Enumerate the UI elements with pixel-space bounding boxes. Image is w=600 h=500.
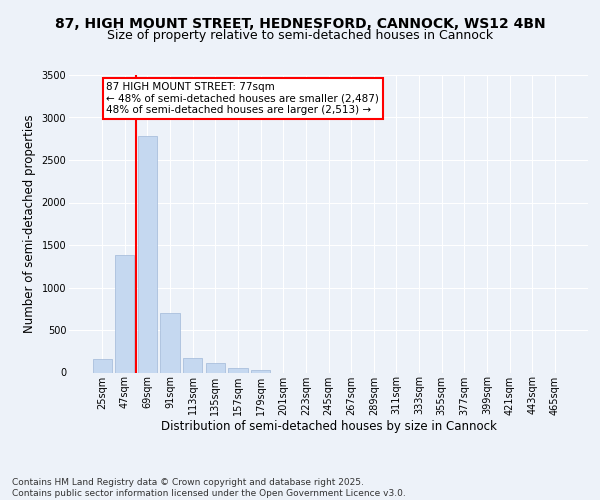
Bar <box>138 136 157 372</box>
Text: 87, HIGH MOUNT STREET, HEDNESFORD, CANNOCK, WS12 4BN: 87, HIGH MOUNT STREET, HEDNESFORD, CANNO… <box>55 18 545 32</box>
Bar <box>229 368 248 372</box>
Bar <box>183 358 202 372</box>
Text: 87 HIGH MOUNT STREET: 77sqm
← 48% of semi-detached houses are smaller (2,487)
48: 87 HIGH MOUNT STREET: 77sqm ← 48% of sem… <box>106 82 379 115</box>
Bar <box>115 255 134 372</box>
Text: Contains HM Land Registry data © Crown copyright and database right 2025.
Contai: Contains HM Land Registry data © Crown c… <box>12 478 406 498</box>
Y-axis label: Number of semi-detached properties: Number of semi-detached properties <box>23 114 36 333</box>
Text: Size of property relative to semi-detached houses in Cannock: Size of property relative to semi-detach… <box>107 29 493 42</box>
Bar <box>160 313 180 372</box>
Bar <box>251 370 270 372</box>
Bar <box>92 360 112 372</box>
Bar <box>206 363 225 372</box>
X-axis label: Distribution of semi-detached houses by size in Cannock: Distribution of semi-detached houses by … <box>161 420 496 433</box>
